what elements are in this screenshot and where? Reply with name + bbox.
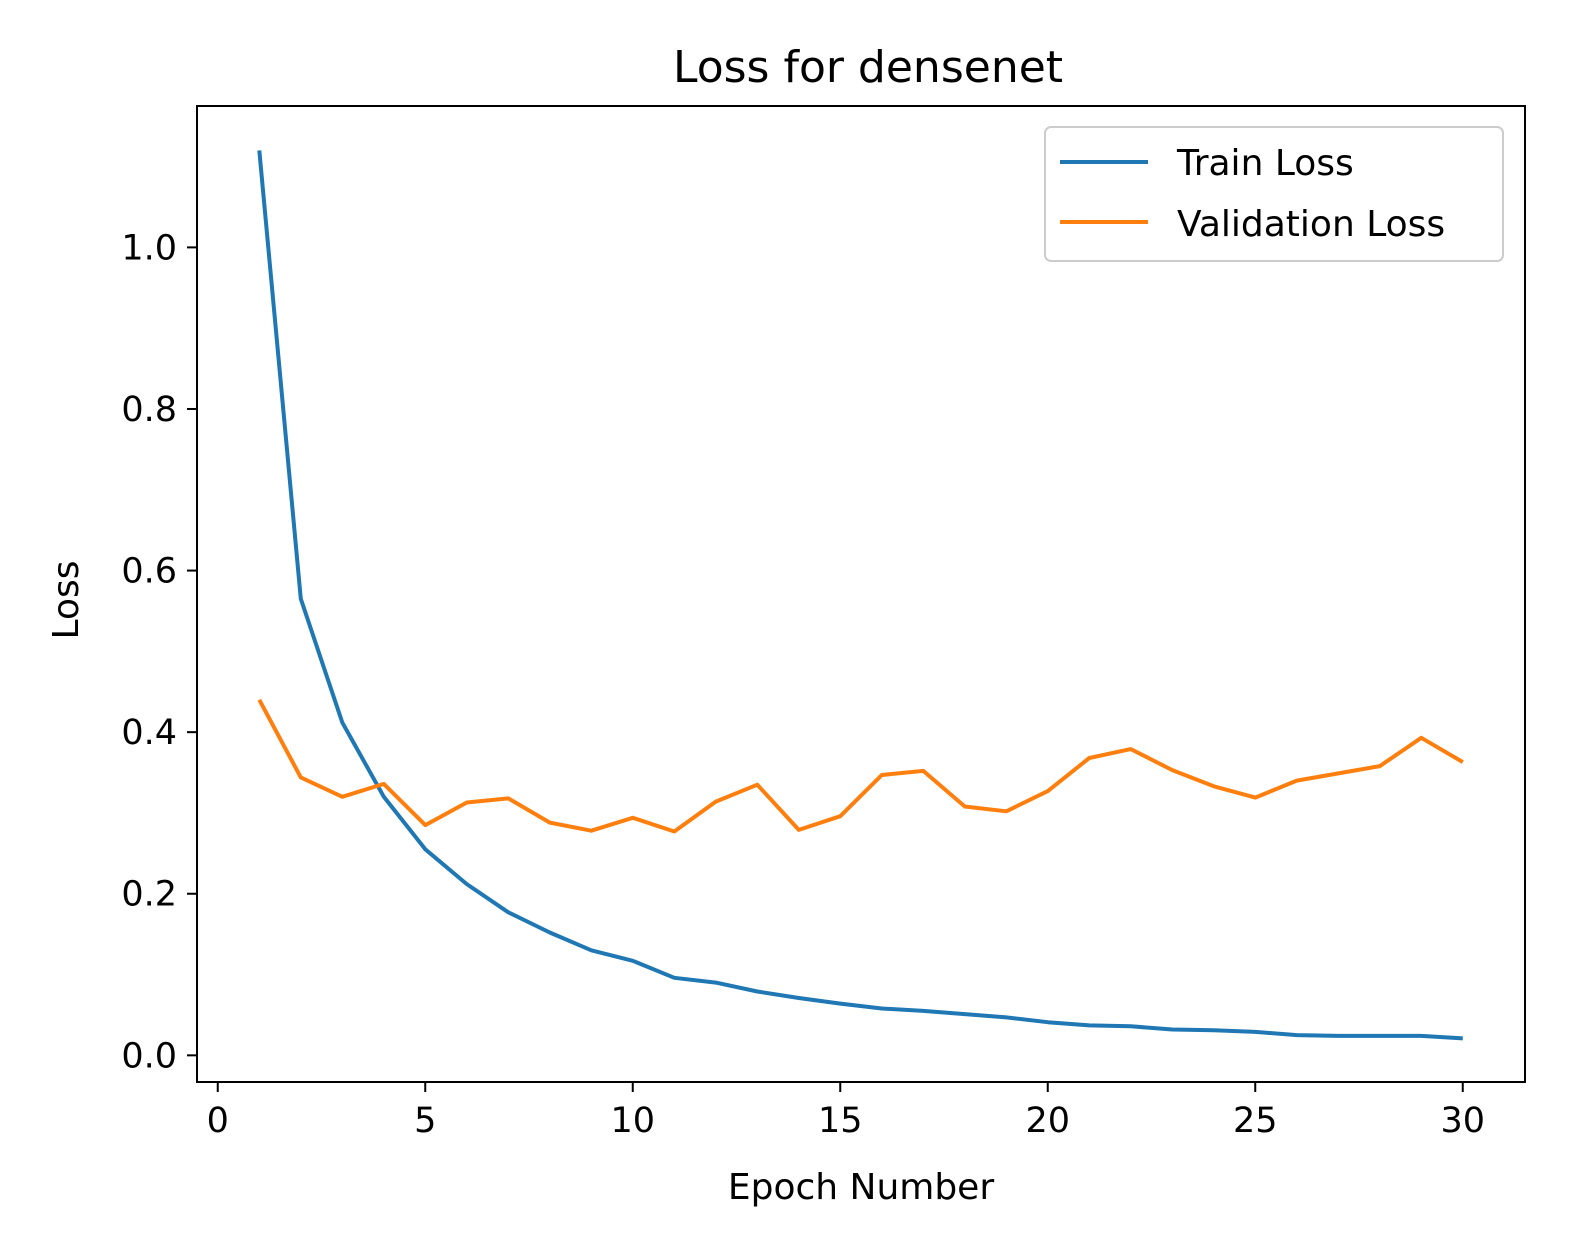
x-tick-label: 15 (818, 1101, 863, 1141)
legend-label-train-loss: Train Loss (1176, 143, 1354, 184)
x-tick-label: 20 (1025, 1101, 1070, 1141)
ticks-layer: 0 5 10 15 20 25 30 0.0 0.2 0.4 0.6 0.8 1.0 (121, 228, 1485, 1141)
x-axis-label: Epoch Number (728, 1167, 994, 1208)
y-tick-label: 0.4 (121, 713, 177, 753)
series-line-validation-loss (257, 698, 1464, 834)
series-layer (257, 150, 1464, 1041)
series-line-train-loss (257, 150, 1463, 1041)
y-tick-label: 0.2 (121, 875, 177, 915)
y-tick-label: 0.8 (121, 390, 177, 430)
plot-frame (196, 105, 1526, 1083)
x-tick-label: 30 (1440, 1101, 1485, 1141)
x-tick-label: 10 (610, 1101, 655, 1141)
y-tick-label: 0.6 (121, 552, 177, 592)
y-tick-label: 1.0 (121, 228, 177, 268)
x-tick-label: 0 (207, 1101, 229, 1141)
x-tick-label: 25 (1233, 1101, 1278, 1141)
legend-label-validation-loss: Validation Loss (1177, 204, 1445, 245)
x-tick-label: 5 (414, 1101, 436, 1141)
y-tick-label: 0.0 (121, 1036, 177, 1076)
y-axis-label: Loss (46, 561, 87, 640)
chart-title: Loss for densenet (673, 42, 1063, 93)
legend-box (1044, 126, 1504, 262)
legend: Train Loss Validation Loss (1044, 126, 1504, 262)
